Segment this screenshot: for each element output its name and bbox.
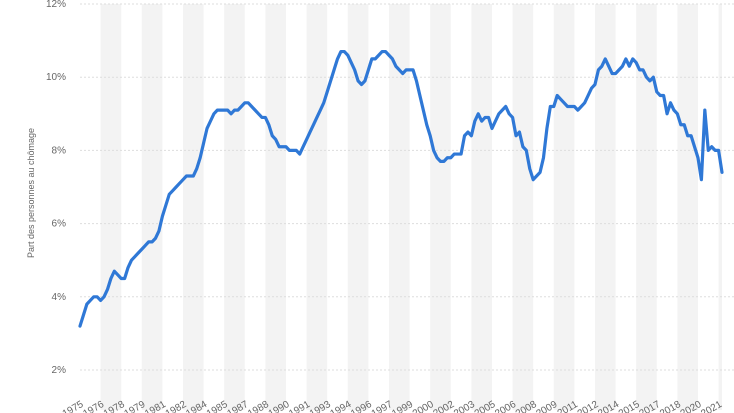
background-band — [182, 4, 204, 410]
background-band — [594, 4, 616, 410]
background-band — [677, 4, 698, 410]
background-band — [512, 4, 534, 410]
background-band — [388, 4, 410, 410]
background-band — [718, 4, 722, 410]
y-tick-label: 4% — [52, 292, 67, 303]
background-band — [265, 4, 286, 410]
y-axis-ticks: 2% 4% 6% 8% 10% 12% — [46, 0, 66, 376]
background-band — [471, 4, 492, 410]
background-band — [430, 4, 451, 410]
y-tick-label: 12% — [46, 0, 66, 10]
background-band — [347, 4, 369, 410]
series-line — [78, 49, 724, 328]
y-tick-label: 10% — [46, 72, 66, 83]
background-band — [224, 4, 245, 410]
background-band — [306, 4, 328, 410]
background-band — [100, 4, 122, 410]
y-tick-label: 2% — [52, 365, 67, 376]
background-band — [553, 4, 575, 410]
y-tick-label: 8% — [52, 145, 67, 156]
alternating-bands — [100, 4, 722, 410]
gridlines — [80, 3, 734, 371]
background-band — [141, 4, 163, 410]
background-band — [636, 4, 657, 410]
y-axis-label: Part des personnes au chômage — [26, 128, 36, 258]
y-tick-label: 6% — [52, 219, 67, 230]
